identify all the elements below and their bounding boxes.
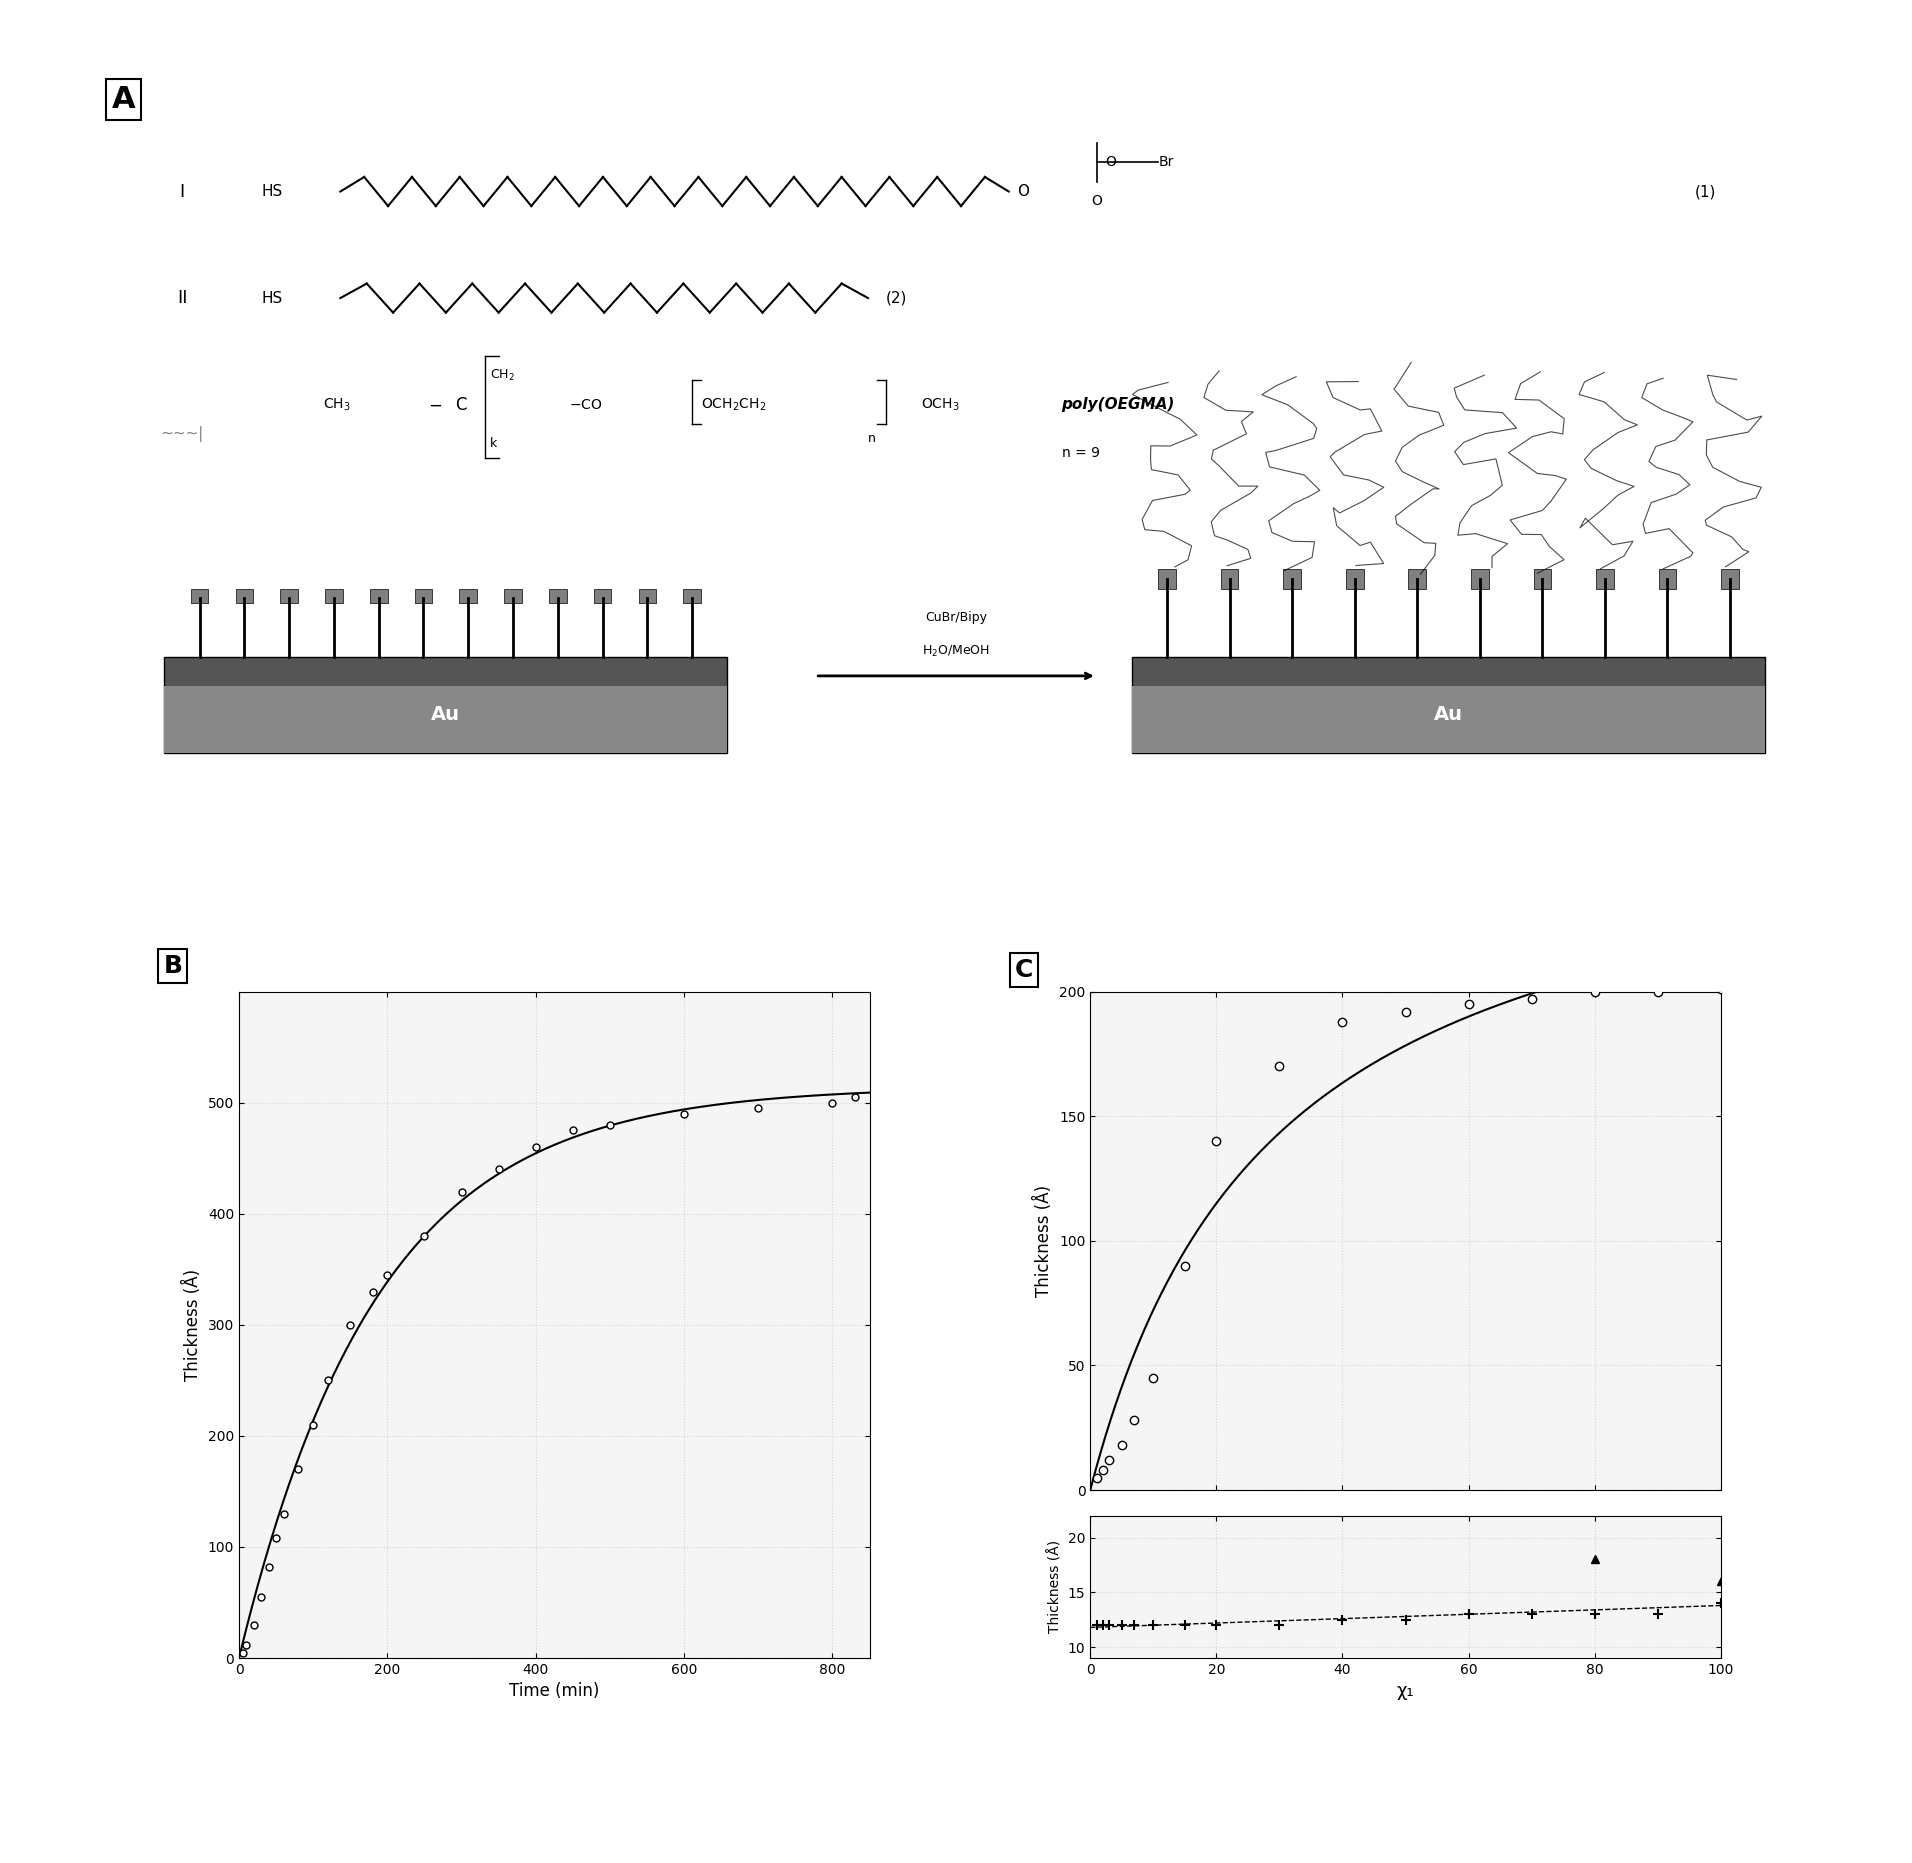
Bar: [164, 656, 727, 753]
Text: k: k: [489, 438, 497, 449]
Text: $\mathrm{C}$: $\mathrm{C}$: [455, 395, 467, 414]
Bar: [595, 589, 612, 604]
Text: O: O: [1105, 155, 1117, 170]
Text: $-$CO: $-$CO: [570, 397, 602, 412]
Bar: [1222, 570, 1239, 589]
Text: $\mathrm{OCH_2CH_2}$: $\mathrm{OCH_2CH_2}$: [702, 397, 767, 414]
Bar: [459, 589, 478, 604]
Text: (1): (1): [1694, 184, 1717, 199]
Y-axis label: Thickness (Å): Thickness (Å): [1034, 1185, 1054, 1297]
Bar: [1159, 570, 1176, 589]
Y-axis label: Thickness (Å): Thickness (Å): [184, 1269, 203, 1380]
Bar: [639, 589, 656, 604]
Bar: [281, 589, 298, 604]
Text: $-$: $-$: [428, 395, 442, 414]
Bar: [415, 589, 432, 604]
Text: $\mathrm{OCH_3}$: $\mathrm{OCH_3}$: [922, 397, 960, 414]
Text: Au: Au: [432, 706, 461, 725]
X-axis label: Time (min): Time (min): [509, 1682, 600, 1701]
Text: Br: Br: [1159, 155, 1174, 170]
Bar: [1283, 570, 1300, 589]
Text: HS: HS: [262, 291, 283, 306]
Bar: [1132, 656, 1765, 753]
Text: $\mathrm{CH_2}$: $\mathrm{CH_2}$: [489, 369, 514, 384]
Y-axis label: Thickness (Å): Thickness (Å): [1048, 1541, 1063, 1634]
Bar: [235, 589, 252, 604]
Text: O: O: [1092, 194, 1101, 209]
Bar: [1470, 570, 1489, 589]
Bar: [1409, 570, 1426, 589]
Bar: [1721, 570, 1738, 589]
Bar: [1658, 570, 1677, 589]
Text: ~~~|: ~~~|: [161, 427, 205, 442]
Bar: [191, 589, 208, 604]
Text: Au: Au: [1434, 706, 1463, 725]
Bar: [325, 589, 342, 604]
Text: CuBr/Bipy: CuBr/Bipy: [925, 611, 987, 624]
Text: O: O: [1017, 184, 1029, 199]
Text: A: A: [111, 86, 136, 114]
Bar: [369, 589, 388, 604]
X-axis label: χ₁: χ₁: [1396, 1682, 1415, 1701]
Text: B: B: [163, 954, 182, 978]
Bar: [683, 589, 702, 604]
Bar: [164, 686, 727, 753]
Text: (2): (2): [885, 291, 906, 306]
Bar: [1132, 686, 1765, 753]
Bar: [549, 589, 566, 604]
Text: HS: HS: [262, 184, 283, 199]
Text: n = 9: n = 9: [1061, 445, 1099, 460]
Text: poly(OEGMA): poly(OEGMA): [1061, 397, 1174, 412]
Bar: [1346, 570, 1363, 589]
Text: $\mathrm{CH_3}$: $\mathrm{CH_3}$: [323, 397, 350, 414]
Text: II: II: [176, 289, 187, 307]
Text: I: I: [180, 183, 185, 201]
Bar: [1533, 570, 1551, 589]
Bar: [505, 589, 522, 604]
Bar: [1597, 570, 1614, 589]
Text: C: C: [1015, 958, 1032, 982]
Text: n: n: [868, 432, 876, 445]
Text: H$_2$O/MeOH: H$_2$O/MeOH: [922, 645, 990, 660]
